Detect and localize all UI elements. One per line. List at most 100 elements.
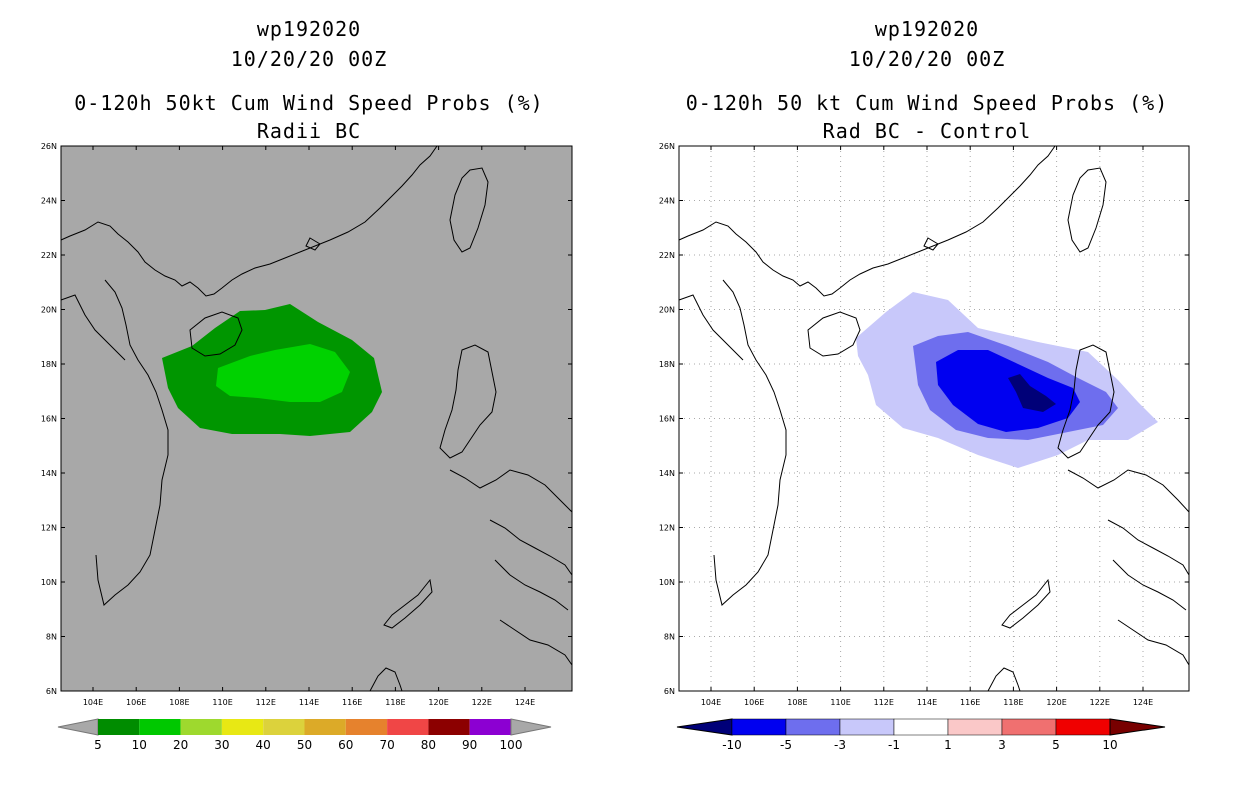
right-diff-contour-strong (936, 350, 1080, 432)
left-title-storm: wp192020 (256, 17, 362, 41)
right-title-subtitle: Rad BC - Control (822, 119, 1032, 143)
x-tick-label: 120E (1046, 698, 1066, 707)
x-tick-label: 122E (472, 698, 492, 707)
left-panel: wp192020 10/20/20 00Z 0-120h 50kt Cum Wi… (41, 17, 573, 752)
colorbar-label: -1 (888, 738, 900, 752)
colorbar-segment (947, 718, 1003, 736)
y-tick-label: 22N (659, 251, 675, 260)
colorbar-segment (180, 719, 222, 735)
right-title-date: 10/20/20 00Z (848, 47, 1006, 71)
right-map: 26N 24N 22N 20N 18N 16N 14N 12N 10N 8N 6N 104E 106E… (659, 142, 1190, 752)
colorbar-label: 90 (462, 738, 477, 752)
colorbar-segment (469, 719, 511, 735)
colorbar-segment (785, 718, 841, 736)
colorbar-label: 80 (421, 738, 436, 752)
colorbar-label: 3 (998, 738, 1006, 752)
x-tick-label: 122E (1090, 698, 1110, 707)
right-colorbar: -10 -5 -3 -1 1 3 5 10 (676, 718, 1166, 752)
right-x-axis-labels: 104E 106E 108E 110E 112E 114E 116E 118E 120E 122E… (701, 146, 1153, 707)
x-tick-label: 112E (256, 698, 276, 707)
left-title-subtitle: Radii BC (256, 119, 362, 143)
x-tick-label: 104E (83, 698, 103, 707)
colorbar-segment (387, 719, 429, 735)
colorbar-segment (1001, 718, 1057, 736)
colorbar-label: 100 (500, 738, 523, 752)
x-tick-label: 106E (126, 698, 146, 707)
colorbar-label: 5 (94, 738, 102, 752)
y-tick-label: 18N (659, 360, 675, 369)
x-tick-label: 116E (960, 698, 980, 707)
x-tick-label: 104E (701, 698, 721, 707)
colorbar-segment (731, 718, 787, 736)
y-tick-label: 20N (659, 306, 675, 315)
colorbar-segment (221, 719, 264, 735)
x-tick-label: 114E (917, 698, 937, 707)
y-tick-label: 26N (659, 142, 675, 151)
y-tick-label: 18N (41, 360, 57, 369)
right-panel: wp192020 10/20/20 00Z 0-120h 50 kt Cum W… (618, 0, 1236, 800)
colorbar-label: 10 (1102, 738, 1117, 752)
x-tick-label: 110E (830, 698, 850, 707)
y-tick-label: 12N (41, 524, 57, 533)
right-coastlines (678, 145, 1190, 692)
colorbar-label: -3 (834, 738, 846, 752)
y-tick-label: 14N (41, 469, 57, 478)
y-tick-label: 14N (659, 469, 675, 478)
colorbar-segment (304, 719, 346, 735)
right-title-product: 0-120h 50 kt Cum Wind Speed Probs (%) (685, 91, 1169, 115)
x-tick-label: 120E (428, 698, 448, 707)
colorbar-label: 50 (297, 738, 312, 752)
x-tick-label: 124E (515, 698, 535, 707)
left-x-axis-labels: 104E 106E 108E 110E 112E 114E 116E 118E 120E 122E… (83, 146, 535, 707)
x-tick-label: 124E (1133, 698, 1153, 707)
colorbar-segment (345, 719, 388, 735)
y-tick-label: 6N (664, 687, 675, 696)
y-tick-label: 22N (41, 251, 57, 260)
y-tick-label: 6N (46, 687, 57, 696)
left-y-axis-labels: 26N 24N 22N 20N 18N 16N 14N 12N 10N 8N 6N (41, 142, 572, 696)
colorbar-segment (98, 719, 140, 735)
colorbar-label: 20 (173, 738, 188, 752)
y-tick-label: 8N (664, 633, 675, 642)
x-tick-label: 110E (212, 698, 232, 707)
colorbar-segment (839, 718, 895, 736)
x-tick-label: 118E (1003, 698, 1023, 707)
right-title-storm: wp192020 (874, 17, 980, 41)
colorbar-label: 10 (132, 738, 147, 752)
colorbar-label: 60 (338, 738, 353, 752)
colorbar-segment (893, 718, 949, 736)
x-tick-label: 108E (169, 698, 189, 707)
y-tick-label: 16N (659, 415, 675, 424)
colorbar-segment (428, 719, 470, 735)
left-prob-contour-10-20 (216, 344, 350, 402)
y-tick-label: 20N (41, 306, 57, 315)
y-tick-label: 10N (41, 578, 57, 587)
colorbar-label: -5 (780, 738, 792, 752)
colorbar-end-high (510, 718, 552, 736)
y-tick-label: 24N (659, 197, 675, 206)
colorbar-label: -10 (722, 738, 742, 752)
colorbar-segment (1055, 718, 1111, 736)
colorbar-end-low (57, 718, 99, 736)
y-tick-label: 26N (41, 142, 57, 151)
x-tick-label: 116E (342, 698, 362, 707)
right-diff-contour-dark (1008, 374, 1056, 412)
colorbar-label: 70 (379, 738, 394, 752)
left-map: 26N 24N 22N 20N 18N 16N 14N 12N 10N 8N 6N 104E 106E… (41, 142, 573, 752)
left-coastlines (60, 145, 573, 692)
y-tick-label: 8N (46, 633, 57, 642)
left-title-date: 10/20/20 00Z (230, 47, 388, 71)
colorbar-label: 1 (944, 738, 952, 752)
x-tick-label: 118E (385, 698, 405, 707)
colorbar-end-low (676, 718, 733, 736)
colorbar-label: 40 (256, 738, 271, 752)
x-tick-label: 114E (299, 698, 319, 707)
colorbar-segment (263, 719, 305, 735)
left-colorbar: 5 10 20 30 40 50 60 70 80 90 100 (57, 718, 552, 752)
y-tick-label: 10N (659, 578, 675, 587)
x-tick-label: 112E (874, 698, 894, 707)
y-tick-label: 12N (659, 524, 675, 533)
colorbar-label: 30 (214, 738, 229, 752)
colorbar-end-high (1109, 718, 1166, 736)
left-title-product: 0-120h 50kt Cum Wind Speed Probs (%) (74, 91, 544, 115)
